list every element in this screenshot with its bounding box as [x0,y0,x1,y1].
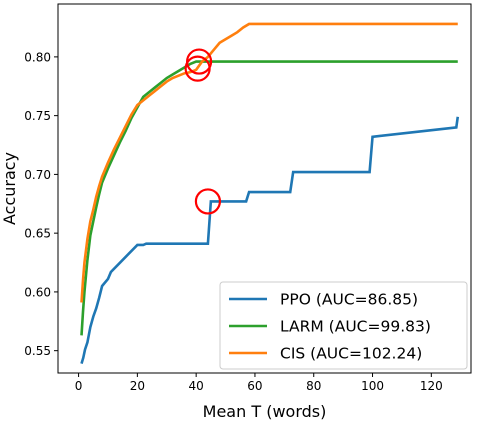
y-tick-label: 0.65 [24,227,51,241]
y-tick-label: 0.75 [24,109,51,123]
highlight-circle-2 [184,55,211,82]
x-tick-label: 120 [420,379,443,393]
legend-items: PPO (AUC=86.85) LARM (AUC=99.83) CIS (AUC=… [229,291,431,363]
x-tick-label: 20 [130,379,145,393]
x-tick-label: 80 [306,379,321,393]
y-tick-label: 0.70 [24,168,51,182]
legend-entry-label: LARM (AUC=99.83) [280,318,431,336]
series-line-3 [80,22,458,303]
x-axis-label: Mean T (words) [203,402,327,421]
x-tick-label: 100 [361,379,384,393]
y-tick-label: 0.80 [24,50,51,64]
x-tick-label: 0 [75,379,83,393]
x-tick-label: 40 [189,379,204,393]
y-axis-label: Accuracy [0,152,19,225]
y-tick-label: 0.60 [24,285,51,299]
series-line-1 [80,116,460,364]
ticks-layer: 0 20 40 60 80 100 120 0.55 0.60 0.65 0.70 0.75 0.80 [24,50,442,393]
x-tick-label: 60 [247,379,262,393]
highlight-circle-3 [194,188,222,215]
legend: PPO (AUC=86.85) LARM (AUC=99.83) CIS (AUC=… [219,281,468,370]
legend-entry-label: CIS (AUC=102.24) [280,345,422,363]
legend-entry-label: PPO (AUC=86.85) [280,291,418,309]
legend-box [219,281,468,370]
axes-frame [57,3,472,374]
y-tick-label: 0.55 [24,344,51,358]
plot-layer [80,22,460,364]
